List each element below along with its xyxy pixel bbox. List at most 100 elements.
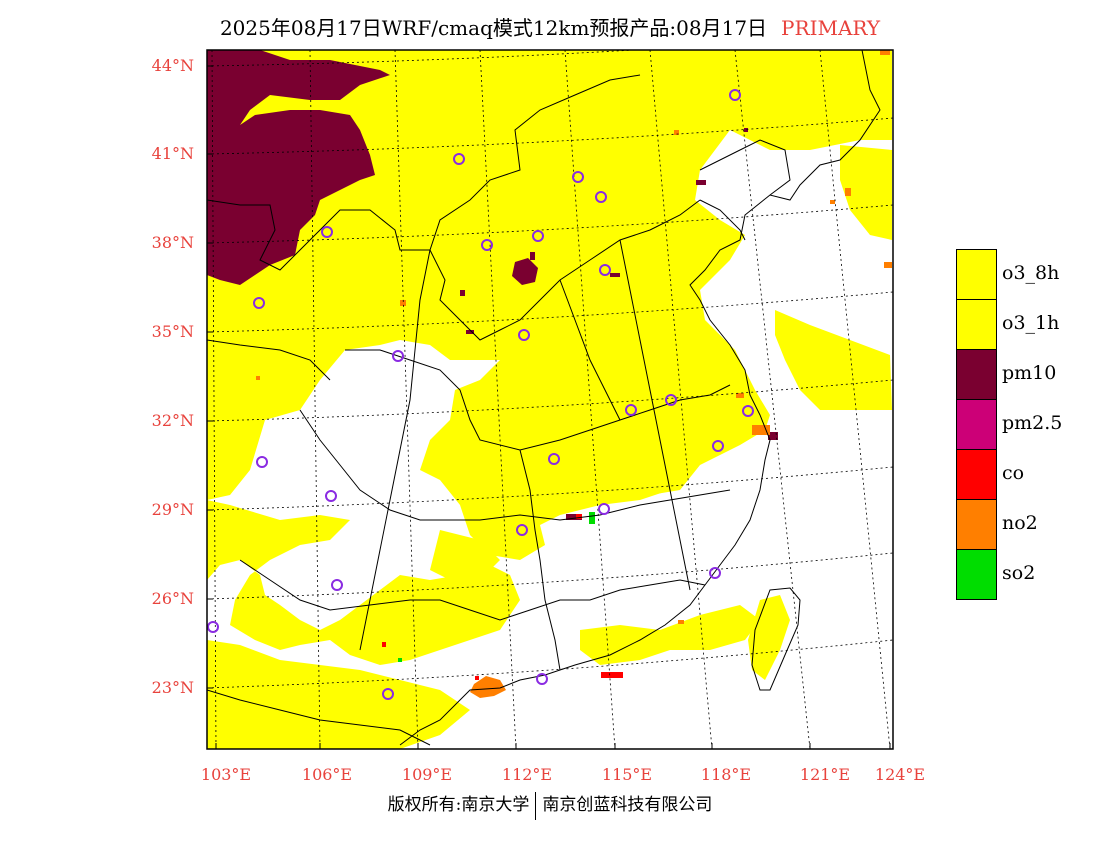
pm10-region-northwest xyxy=(207,50,390,285)
station-marker xyxy=(712,440,724,452)
province-line-i xyxy=(207,339,331,381)
province-line-g xyxy=(359,249,431,651)
station-marker xyxy=(625,404,637,416)
legend-item-pm25: pm2.5 xyxy=(956,399,1096,450)
lon-label-103: 103°E xyxy=(200,765,252,784)
station-marker xyxy=(331,579,343,591)
so2-coverage-layer xyxy=(398,512,595,662)
o3-region-taiwan xyxy=(748,595,790,680)
co-coverage-layer xyxy=(382,514,623,680)
no2-patch-j xyxy=(256,376,260,380)
copyright-owner: 版权所有:南京大学 xyxy=(387,795,530,815)
o3-region-guangxi xyxy=(430,530,500,580)
pm10-patch-a xyxy=(530,252,535,260)
co-patch-b xyxy=(576,514,582,519)
province-line-e xyxy=(239,559,706,621)
lat-label-26: 26°N xyxy=(151,589,194,608)
pm10-patch-g xyxy=(696,180,706,185)
no2-patch-c xyxy=(845,188,851,196)
legend-swatch xyxy=(956,299,997,350)
pm10-coverage-layer xyxy=(207,50,778,520)
legend-label: o3_1h xyxy=(1002,312,1060,334)
so2-patch-b xyxy=(398,658,402,662)
no2-patch-g xyxy=(678,620,684,624)
province-line-a xyxy=(207,74,641,271)
co-patch-d xyxy=(475,676,479,680)
legend-swatch xyxy=(956,399,997,450)
grid-lon-124 xyxy=(819,50,891,749)
lat-label-38: 38°N xyxy=(151,233,194,252)
o3-region-east-sea xyxy=(775,310,892,410)
grid-lon-103 xyxy=(211,50,217,749)
grid-lon-115 xyxy=(564,50,616,749)
lon-label-121: 121°E xyxy=(799,765,851,784)
station-marker xyxy=(598,503,610,515)
station-marker xyxy=(595,191,607,203)
no2-patch-e xyxy=(674,130,679,135)
station-marker xyxy=(253,297,265,309)
legend-item-no2: no2 xyxy=(956,499,1096,550)
lat-label-32: 32°N xyxy=(151,411,194,430)
station-marker xyxy=(742,405,754,417)
lat-label-35: 35°N xyxy=(151,322,194,341)
lon-label-118: 118°E xyxy=(700,765,752,784)
title-text: 2025年08月17日WRF/cmaq模式12km预报产品:08月17日 xyxy=(219,16,768,40)
lat-label-44: 44°N xyxy=(151,56,194,75)
footer-separator xyxy=(535,791,537,820)
pm10-patch-shanxi xyxy=(512,258,538,285)
map-frame xyxy=(206,49,894,750)
o3-region-southeast-coast xyxy=(580,605,760,665)
co-patch-a xyxy=(601,672,623,678)
station-marker xyxy=(392,350,404,362)
coastline xyxy=(399,50,881,746)
legend-swatch xyxy=(956,349,997,400)
no2-region-guangzhou xyxy=(470,676,506,698)
pollutant-legend: o3_8h o3_1h pm10 pm2.5 co no2 so2 xyxy=(956,249,1096,600)
map-plot-area xyxy=(207,50,893,749)
station-marker xyxy=(207,621,219,633)
no2-patch-a xyxy=(752,425,770,435)
legend-item-o3-1h: o3_1h xyxy=(956,299,1096,350)
bohai-outline xyxy=(699,139,791,196)
lat-label-41: 41°N xyxy=(151,144,194,163)
legend-label: so2 xyxy=(1002,562,1036,584)
legend-swatch xyxy=(956,549,997,600)
lon-label-109: 109°E xyxy=(401,765,453,784)
o3-region-northeast xyxy=(840,145,892,240)
copyright-company: 南京创蓝科技有限公司 xyxy=(542,795,713,815)
city-stations xyxy=(207,89,754,700)
station-marker xyxy=(572,171,584,183)
station-marker xyxy=(321,226,333,238)
pm10-patch-e xyxy=(566,514,582,520)
lat-label-29: 29°N xyxy=(151,500,194,519)
province-line-l xyxy=(559,279,621,421)
lon-label-106: 106°E xyxy=(301,765,353,784)
no2-patch-h xyxy=(736,393,744,398)
province-line-k xyxy=(699,199,746,241)
co-patch-c xyxy=(382,642,386,647)
province-line-j xyxy=(207,689,431,746)
pm10-patch-d xyxy=(610,273,620,277)
no2-patch-d xyxy=(884,262,892,268)
legend-item-o3-8h: o3_8h xyxy=(956,249,1096,300)
boundary-lines xyxy=(207,50,881,746)
lon-label-115: 115°E xyxy=(601,765,653,784)
lon-label-124: 124°E xyxy=(874,765,926,784)
pm10-patch-h xyxy=(744,128,748,132)
legend-swatch xyxy=(956,449,997,500)
province-line-f xyxy=(519,449,561,671)
province-line-h xyxy=(619,239,691,591)
province-line-d xyxy=(299,409,731,521)
station-marker xyxy=(453,153,465,165)
legend-label: co xyxy=(1002,462,1025,484)
grid-lon-106 xyxy=(309,50,321,749)
lat-label-23: 23°N xyxy=(151,678,194,697)
pm10-patch-f xyxy=(768,432,778,440)
taiwan-outline xyxy=(751,587,801,691)
so2-patch-a xyxy=(589,512,595,524)
o3-region-west xyxy=(207,500,520,665)
station-marker xyxy=(518,329,530,341)
station-marker xyxy=(599,264,611,276)
station-marker xyxy=(256,456,268,468)
